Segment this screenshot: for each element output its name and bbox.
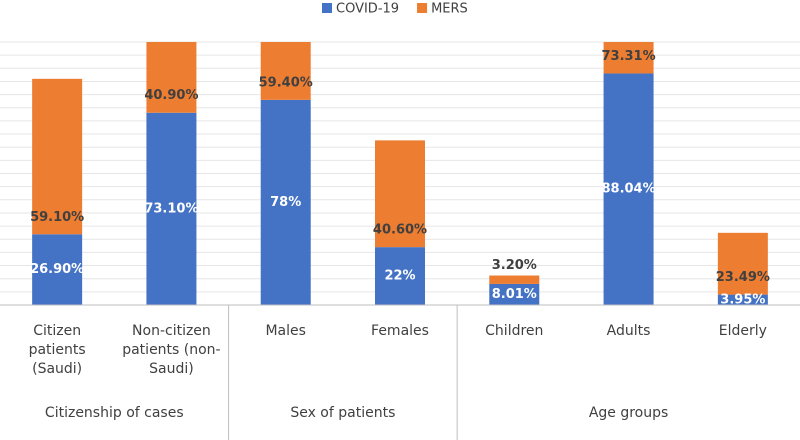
bar-segment	[146, 112, 197, 305]
bar-segment	[260, 42, 311, 100]
group-label: Age groups	[588, 405, 669, 421]
data-label: 3.20%	[492, 258, 537, 273]
data-label: 59.40%	[259, 75, 313, 90]
group-label: Sex of patients	[290, 405, 396, 421]
data-label: 78%	[270, 195, 301, 210]
bar-segment	[375, 140, 425, 248]
data-label: 3.95%	[720, 292, 765, 307]
x-tick-label: Males	[265, 323, 306, 339]
data-label: 8.01%	[492, 287, 537, 302]
x-tick-label: Adults	[606, 323, 651, 339]
data-label: 73.10%	[144, 201, 198, 216]
legend-label: COVID-19	[336, 2, 399, 17]
data-label: 73.31%	[601, 49, 655, 64]
x-tick-label: Non-citizen patients (non-Saudi)	[122, 323, 221, 377]
bar-segment	[603, 73, 654, 305]
data-label: 88.04%	[601, 182, 655, 197]
x-tick-label: Females	[371, 323, 429, 339]
bar-segment	[603, 42, 654, 74]
bar-segment	[146, 42, 197, 113]
bar-segment	[32, 234, 83, 305]
data-label: 23.49%	[716, 270, 770, 285]
bar-segment	[375, 247, 425, 305]
data-label: 59.10%	[30, 210, 84, 225]
bar-segment	[489, 275, 540, 284]
data-label: 26.90%	[30, 262, 84, 277]
bars	[32, 42, 768, 305]
bar-segment	[717, 232, 768, 295]
bar-segment	[32, 78, 83, 235]
bar-segment	[260, 99, 311, 305]
data-label: 40.90%	[144, 88, 198, 103]
group-label: Citizenship of cases	[44, 405, 184, 421]
x-tick-label: Elderly	[718, 323, 767, 339]
data-label: 40.60%	[373, 223, 427, 238]
data-label: 22%	[384, 269, 415, 284]
bar-segment	[717, 294, 768, 305]
legend-label: MERS	[431, 2, 468, 17]
x-tick-label: Citizen patients (Saudi)	[28, 323, 86, 377]
legend-swatch	[417, 3, 428, 13]
legend-swatch	[322, 3, 332, 13]
x-tick-label: Children	[485, 323, 544, 339]
bar-segment	[489, 283, 540, 305]
